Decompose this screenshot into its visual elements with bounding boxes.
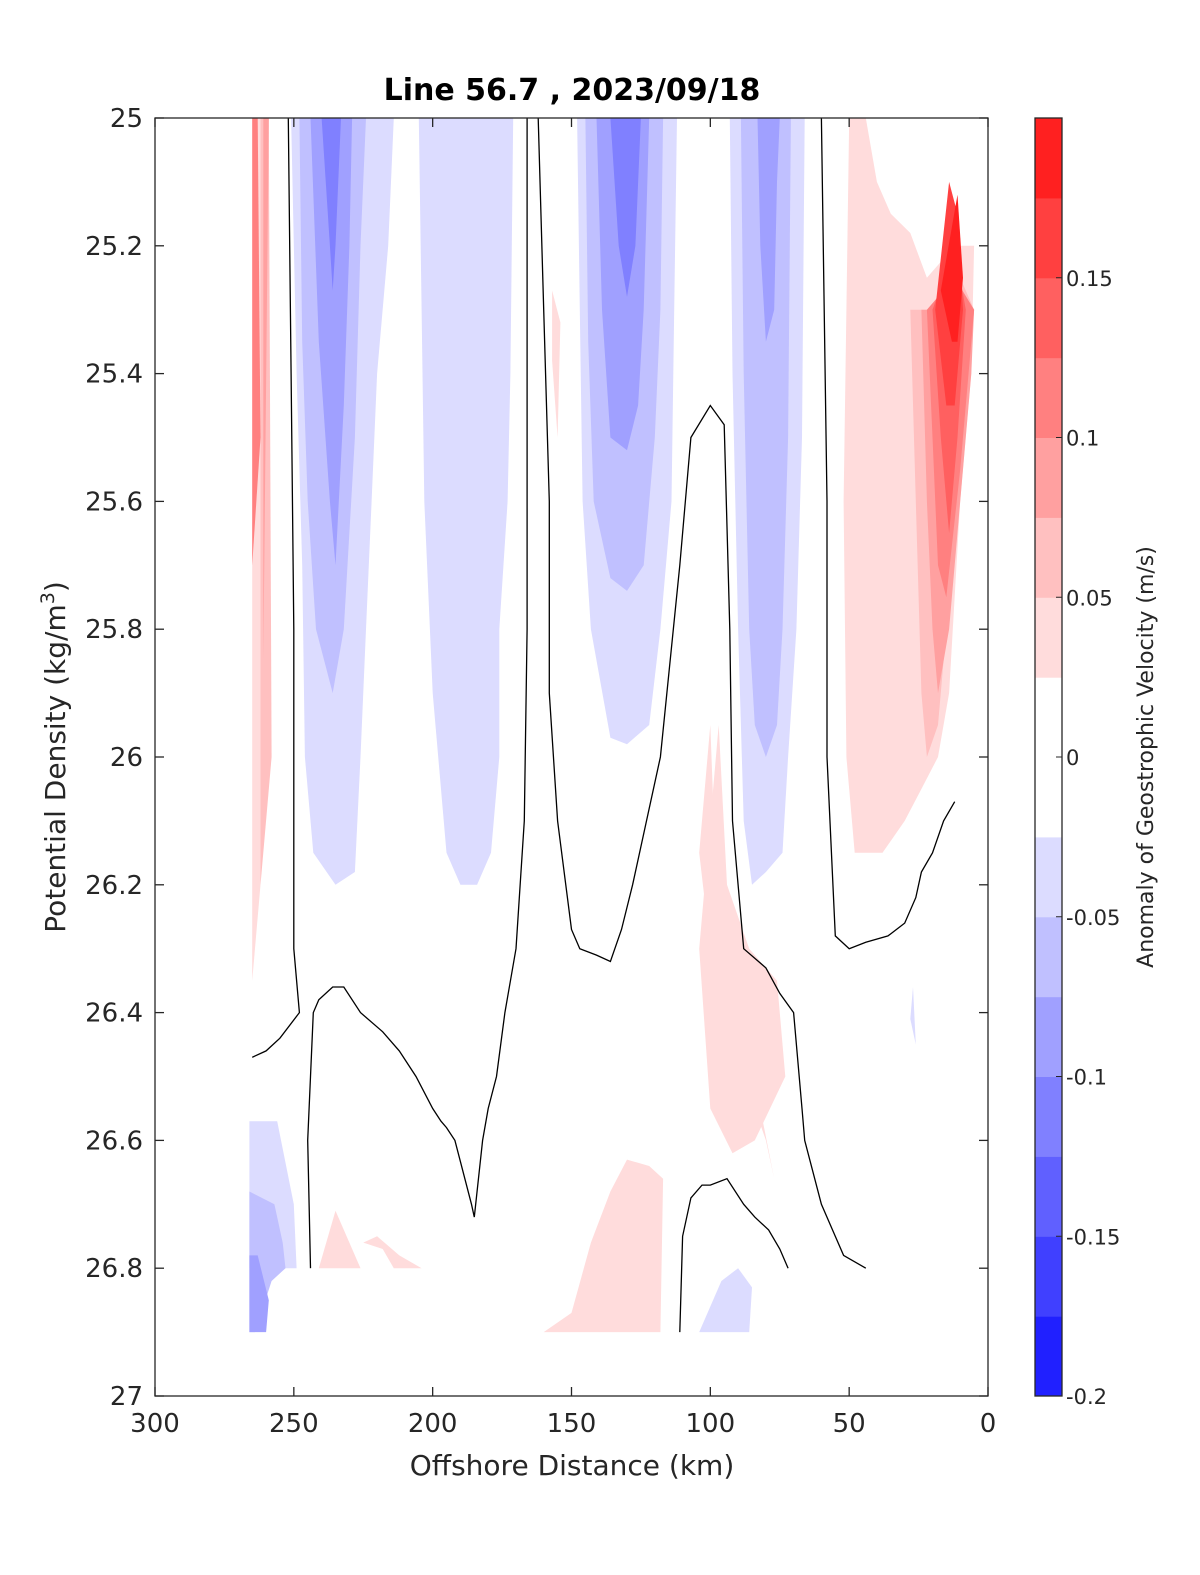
- colorbar-tick-label: -0.1: [1066, 1066, 1107, 1090]
- contour-region: [260, 118, 272, 885]
- y-axis-label-base: Potential Density (kg/m: [39, 604, 72, 933]
- contour-region: [318, 1210, 361, 1269]
- contour-region: [552, 290, 561, 438]
- y-tick-label: 26.6: [85, 1126, 143, 1156]
- contour-region: [263, 118, 269, 662]
- colorbar-band: [1035, 277, 1062, 359]
- zero-contour-line: [307, 118, 528, 1269]
- contour-region: [610, 118, 641, 297]
- y-tick-label: 26.2: [85, 871, 143, 901]
- colorbar-band: [1035, 1076, 1062, 1157]
- colorbar-tick-label: 0: [1066, 746, 1079, 770]
- y-tick-label: 25: [110, 104, 143, 134]
- colorbar-band: [1035, 437, 1062, 518]
- contour-region: [363, 1236, 422, 1269]
- colorbar-band: [1035, 118, 1062, 199]
- y-axis-label-superscript: 3: [37, 592, 59, 604]
- colorbar-band: [1035, 597, 1062, 678]
- contour-region: [321, 118, 341, 291]
- zero-contour-line: [251, 117, 301, 1058]
- plot-area: 300 250 200 150 100 50 0 2525.225.425.625.8262…: [85, 104, 996, 1439]
- colorbar-tick-label: 0.1: [1066, 427, 1099, 451]
- y-axis-label: Potential Density (kg/m3): [37, 581, 72, 933]
- x-tick-label: 50: [833, 1409, 866, 1439]
- colorbar-band: [1035, 197, 1062, 279]
- zero-contour-line: [537, 117, 867, 1269]
- y-tick-label: 26.8: [85, 1254, 143, 1284]
- colorbar-band: [1035, 357, 1062, 438]
- y-tick-label: 25.4: [85, 360, 143, 390]
- colorbar: -0.2 -0.15 -0.1 -0.05 0 0.05 0.1 0.15: [1034, 117, 1120, 1409]
- contour-region: [757, 118, 780, 342]
- zero-contour-line: [679, 1177, 789, 1333]
- y-axis-ticks: 25 25.2 25.4 25.6 25.8 26 26.2 26.4 26.6 26.8 27: [85, 104, 988, 1412]
- y-tick-label: 25.2: [85, 232, 143, 262]
- colorbar-tick-label: -0.05: [1066, 906, 1120, 930]
- y-tick-label: 26.4: [85, 999, 143, 1029]
- filled-contour-regions: [249, 118, 975, 1333]
- y-tick-label: 25.6: [85, 487, 143, 517]
- contour-region: [699, 1268, 752, 1333]
- contour-region: [543, 1159, 664, 1333]
- colorbar-tick-label: -0.15: [1066, 1225, 1120, 1249]
- x-tick-label: 0: [980, 1409, 997, 1439]
- colorbar-band: [1035, 996, 1062, 1077]
- contour-region: [940, 194, 963, 342]
- colorbar-band: [1035, 1156, 1062, 1237]
- colorbar-band: [1035, 1236, 1062, 1317]
- contour-region: [740, 118, 791, 757]
- y-tick-label: 27: [110, 1382, 143, 1412]
- contour-region: [249, 1255, 269, 1333]
- x-axis-ticks: 300 250 200 150 100 50 0: [130, 118, 996, 1439]
- x-tick-label: 300: [130, 1409, 180, 1439]
- contour-region: [252, 118, 261, 566]
- colorbar-tick-label: -0.2: [1066, 1385, 1107, 1409]
- x-axis-label: Offshore Distance (km): [410, 1449, 735, 1482]
- x-tick-label: 200: [408, 1409, 458, 1439]
- colorbar-tick-label: 0.15: [1066, 267, 1113, 291]
- colorbar-band: [1035, 836, 1062, 918]
- colorbar-bands: [1035, 118, 1062, 1397]
- colorbar-tick-label: 0.05: [1066, 586, 1113, 610]
- x-tick-label: 250: [269, 1409, 319, 1439]
- x-tick-label: 150: [547, 1409, 597, 1439]
- colorbar-band: [1035, 517, 1062, 598]
- colorbar-band: [1035, 1316, 1062, 1397]
- x-tick-label: 100: [686, 1409, 736, 1439]
- contour-region: [310, 118, 353, 566]
- y-tick-label: 26: [110, 743, 143, 773]
- colorbar-label: Anomaly of Geostrophic Velocity (m/s): [1134, 546, 1159, 968]
- colorbar-band: [1035, 916, 1062, 998]
- zero-contour-lines: [251, 117, 956, 1333]
- contour-region: [418, 118, 514, 885]
- zero-contour-line: [820, 117, 956, 950]
- colorbar-ticks: -0.2 -0.15 -0.1 -0.05 0 0.05 0.1 0.15: [1056, 267, 1120, 1409]
- y-axis-label-end: ): [39, 581, 72, 592]
- y-tick-label: 25.8: [85, 615, 143, 645]
- contour-region: [910, 987, 916, 1045]
- chart-title: Line 56.7 , 2023/09/18: [384, 73, 761, 108]
